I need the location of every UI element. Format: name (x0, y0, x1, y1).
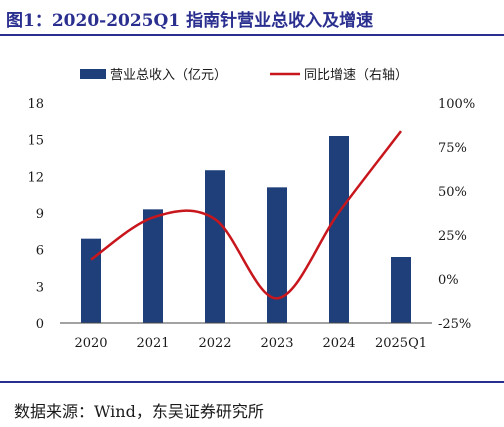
x-tick-label: 2024 (322, 336, 355, 351)
y-right-tick-label: 100% (438, 97, 475, 112)
legend-swatch-bar (80, 69, 106, 79)
y-left-tick-label: 0 (36, 317, 44, 332)
y-left-tick-label: 15 (27, 134, 44, 149)
bar-2022 (205, 170, 225, 323)
y-right-tick-label: 50% (438, 185, 467, 200)
bar-2020 (81, 238, 101, 323)
y-right-tick-label: 75% (438, 141, 467, 156)
legend-label-bar: 营业总收入（亿元） (110, 68, 227, 83)
bar-2021 (143, 209, 163, 323)
growth-line (90, 130, 402, 300)
figure-title: 图1：2020-2025Q1 指南针营业总收入及增速 (6, 11, 374, 31)
source-note: 数据来源：Wind，东吴证券研究所 (14, 402, 264, 421)
y-left-tick-label: 6 (36, 244, 44, 259)
y-right-tick-label: 25% (438, 229, 467, 244)
bar-2023 (267, 187, 287, 323)
top-rule (0, 34, 504, 36)
chart: 营业总收入（亿元） 同比增速（右轴） 2020 2021 2022 2023 2024 2… (27, 68, 475, 351)
x-tick-label: 2022 (198, 336, 231, 351)
y-right-tick-label: 0% (438, 273, 459, 288)
y-left-tick-label: 3 (36, 280, 44, 295)
x-tick-label: 2020 (74, 336, 107, 351)
bottom-rule (0, 381, 504, 383)
x-tick-label: 2021 (136, 336, 169, 351)
y-left-tick-label: 9 (36, 207, 44, 222)
legend: 营业总收入（亿元） 同比增速（右轴） (80, 68, 408, 83)
bar-2025Q1 (391, 257, 411, 323)
legend-label-line: 同比增速（右轴） (304, 68, 408, 83)
y-right-tick-label: -25% (438, 317, 471, 332)
y-left-tick-label: 18 (27, 97, 44, 112)
x-tick-label: 2025Q1 (375, 336, 427, 351)
y-left-tick-label: 12 (27, 170, 44, 185)
x-tick-label: 2023 (260, 336, 293, 351)
bar-2024 (329, 136, 349, 323)
